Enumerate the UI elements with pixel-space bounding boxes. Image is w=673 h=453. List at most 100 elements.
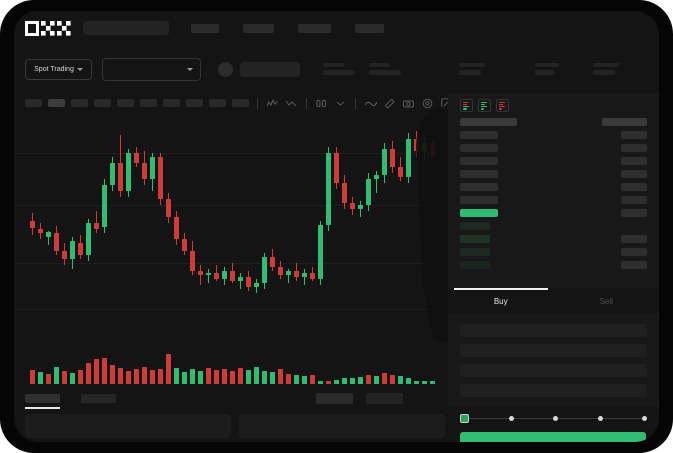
nav-item-1[interactable] bbox=[243, 23, 274, 33]
volume-bar bbox=[102, 358, 107, 384]
order-book-ask-row[interactable] bbox=[621, 144, 647, 152]
compare-icon[interactable] bbox=[285, 97, 298, 110]
order-field-1[interactable] bbox=[460, 344, 647, 357]
volume-bar bbox=[294, 375, 299, 384]
stat-label bbox=[459, 63, 485, 67]
stat-label bbox=[369, 63, 390, 67]
order-book-ask-row[interactable] bbox=[621, 248, 647, 256]
line-chart-icon[interactable] bbox=[364, 97, 377, 110]
order-book-ask-row[interactable] bbox=[621, 209, 647, 217]
timeframe-button-1[interactable] bbox=[48, 99, 65, 107]
indicator-icon[interactable] bbox=[266, 97, 279, 110]
order-book-ask-row[interactable] bbox=[621, 131, 647, 139]
timeframe-button-7[interactable] bbox=[186, 99, 203, 107]
trading-pair-select[interactable] bbox=[102, 57, 201, 81]
timeframe-button-4[interactable] bbox=[117, 99, 134, 107]
bottom-panel-0[interactable] bbox=[25, 414, 231, 438]
nav-item-3[interactable] bbox=[355, 23, 384, 33]
volume-bar bbox=[278, 369, 283, 384]
order-book-ask-row[interactable] bbox=[602, 118, 647, 126]
trading-mode-select[interactable]: Spot Trading bbox=[25, 58, 92, 80]
search-input[interactable] bbox=[83, 21, 169, 35]
order-book-bid-row[interactable] bbox=[460, 144, 498, 152]
chart-bottom-action-1[interactable] bbox=[366, 392, 403, 404]
chart-bottom-tab-0[interactable] bbox=[25, 393, 60, 409]
tab-sell[interactable]: Sell bbox=[554, 288, 660, 314]
timeframe-button-2[interactable] bbox=[71, 99, 88, 107]
order-book-bid-row[interactable] bbox=[460, 261, 490, 269]
volume-bar bbox=[150, 370, 155, 384]
settings-icon[interactable] bbox=[421, 97, 434, 110]
order-field-2[interactable] bbox=[460, 364, 647, 377]
volume-bar bbox=[382, 373, 387, 384]
timeframe-button-8[interactable] bbox=[209, 99, 226, 107]
price-chart[interactable] bbox=[14, 113, 445, 384]
chart-bottom-tab-1[interactable] bbox=[81, 393, 116, 403]
logo-glyph-x bbox=[57, 20, 71, 36]
orderbook-mode-bids-icon[interactable] bbox=[478, 99, 491, 112]
order-book-bid-row[interactable] bbox=[460, 183, 498, 191]
ruler-icon[interactable] bbox=[383, 97, 396, 110]
order-book-mode-group bbox=[448, 93, 659, 112]
order-book-bid-row[interactable] bbox=[460, 131, 498, 139]
step-dot-2[interactable] bbox=[553, 415, 558, 421]
volume-bar bbox=[166, 354, 171, 384]
volume-bar bbox=[110, 365, 115, 384]
nav-item-2[interactable] bbox=[298, 23, 331, 33]
primary-cta-button[interactable] bbox=[460, 432, 646, 442]
stat-value bbox=[323, 70, 355, 75]
volume-bar bbox=[86, 363, 91, 384]
timeframe-button-9[interactable] bbox=[232, 99, 249, 107]
chart-bottom-action-0[interactable] bbox=[316, 392, 353, 404]
chevron-down-icon[interactable] bbox=[334, 97, 347, 110]
order-book-ask-row[interactable] bbox=[621, 157, 647, 165]
volume-bar bbox=[174, 368, 179, 384]
timeframe-button-3[interactable] bbox=[94, 99, 111, 107]
chart-gridline bbox=[14, 153, 445, 154]
order-field-0[interactable] bbox=[460, 324, 647, 337]
volume-bar bbox=[302, 376, 307, 384]
step-dot-4[interactable] bbox=[642, 415, 647, 421]
order-book-bid-row[interactable] bbox=[460, 196, 498, 204]
order-book-ask-row[interactable] bbox=[621, 196, 647, 204]
trade-side-tabs: Buy Sell bbox=[448, 288, 659, 314]
camera-icon[interactable] bbox=[402, 97, 415, 110]
order-field-3[interactable] bbox=[460, 384, 647, 397]
order-book-bid-row[interactable] bbox=[460, 170, 498, 178]
order-book-bid-row[interactable] bbox=[460, 157, 498, 165]
stat-label bbox=[535, 63, 559, 67]
order-book-bid-row[interactable] bbox=[460, 222, 490, 230]
volume-bar bbox=[230, 371, 235, 384]
volume-pane bbox=[14, 331, 445, 384]
bottom-panel-1[interactable] bbox=[239, 414, 445, 438]
volume-bar bbox=[198, 371, 203, 384]
stat-value bbox=[459, 70, 481, 75]
pair-identity[interactable] bbox=[218, 61, 300, 77]
order-book-bid-row[interactable] bbox=[460, 235, 490, 243]
order-book-ask-row[interactable] bbox=[621, 261, 647, 269]
order-book-ask-row[interactable] bbox=[621, 170, 647, 178]
order-book-row-highlight[interactable] bbox=[460, 209, 498, 217]
volume-bar bbox=[374, 376, 379, 384]
order-book-bid-row[interactable] bbox=[460, 248, 490, 256]
step-dot-3[interactable] bbox=[597, 415, 603, 421]
timeframe-button-5[interactable] bbox=[140, 99, 157, 107]
templates-icon[interactable] bbox=[315, 97, 328, 110]
tab-buy[interactable]: Buy bbox=[448, 288, 554, 314]
nav-item-0[interactable] bbox=[191, 23, 219, 33]
volume-bar bbox=[118, 368, 123, 384]
timeframe-button-0[interactable] bbox=[25, 99, 42, 107]
order-book-ask-row[interactable] bbox=[621, 183, 647, 191]
trading-mode-label: Spot Trading bbox=[34, 65, 74, 73]
timeframe-button-6[interactable] bbox=[163, 99, 180, 107]
chart-toolbar bbox=[14, 93, 659, 113]
orderbook-mode-both-icon[interactable] bbox=[460, 99, 473, 112]
orderbook-mode-asks-icon[interactable] bbox=[496, 99, 509, 112]
stat-label bbox=[593, 63, 619, 67]
order-book-bid-row[interactable] bbox=[460, 118, 517, 126]
step-dot-1[interactable] bbox=[508, 415, 514, 421]
step-dot-0[interactable] bbox=[460, 413, 469, 423]
okx-logo-icon[interactable] bbox=[25, 20, 71, 36]
order-book-ask-row[interactable] bbox=[621, 235, 647, 243]
